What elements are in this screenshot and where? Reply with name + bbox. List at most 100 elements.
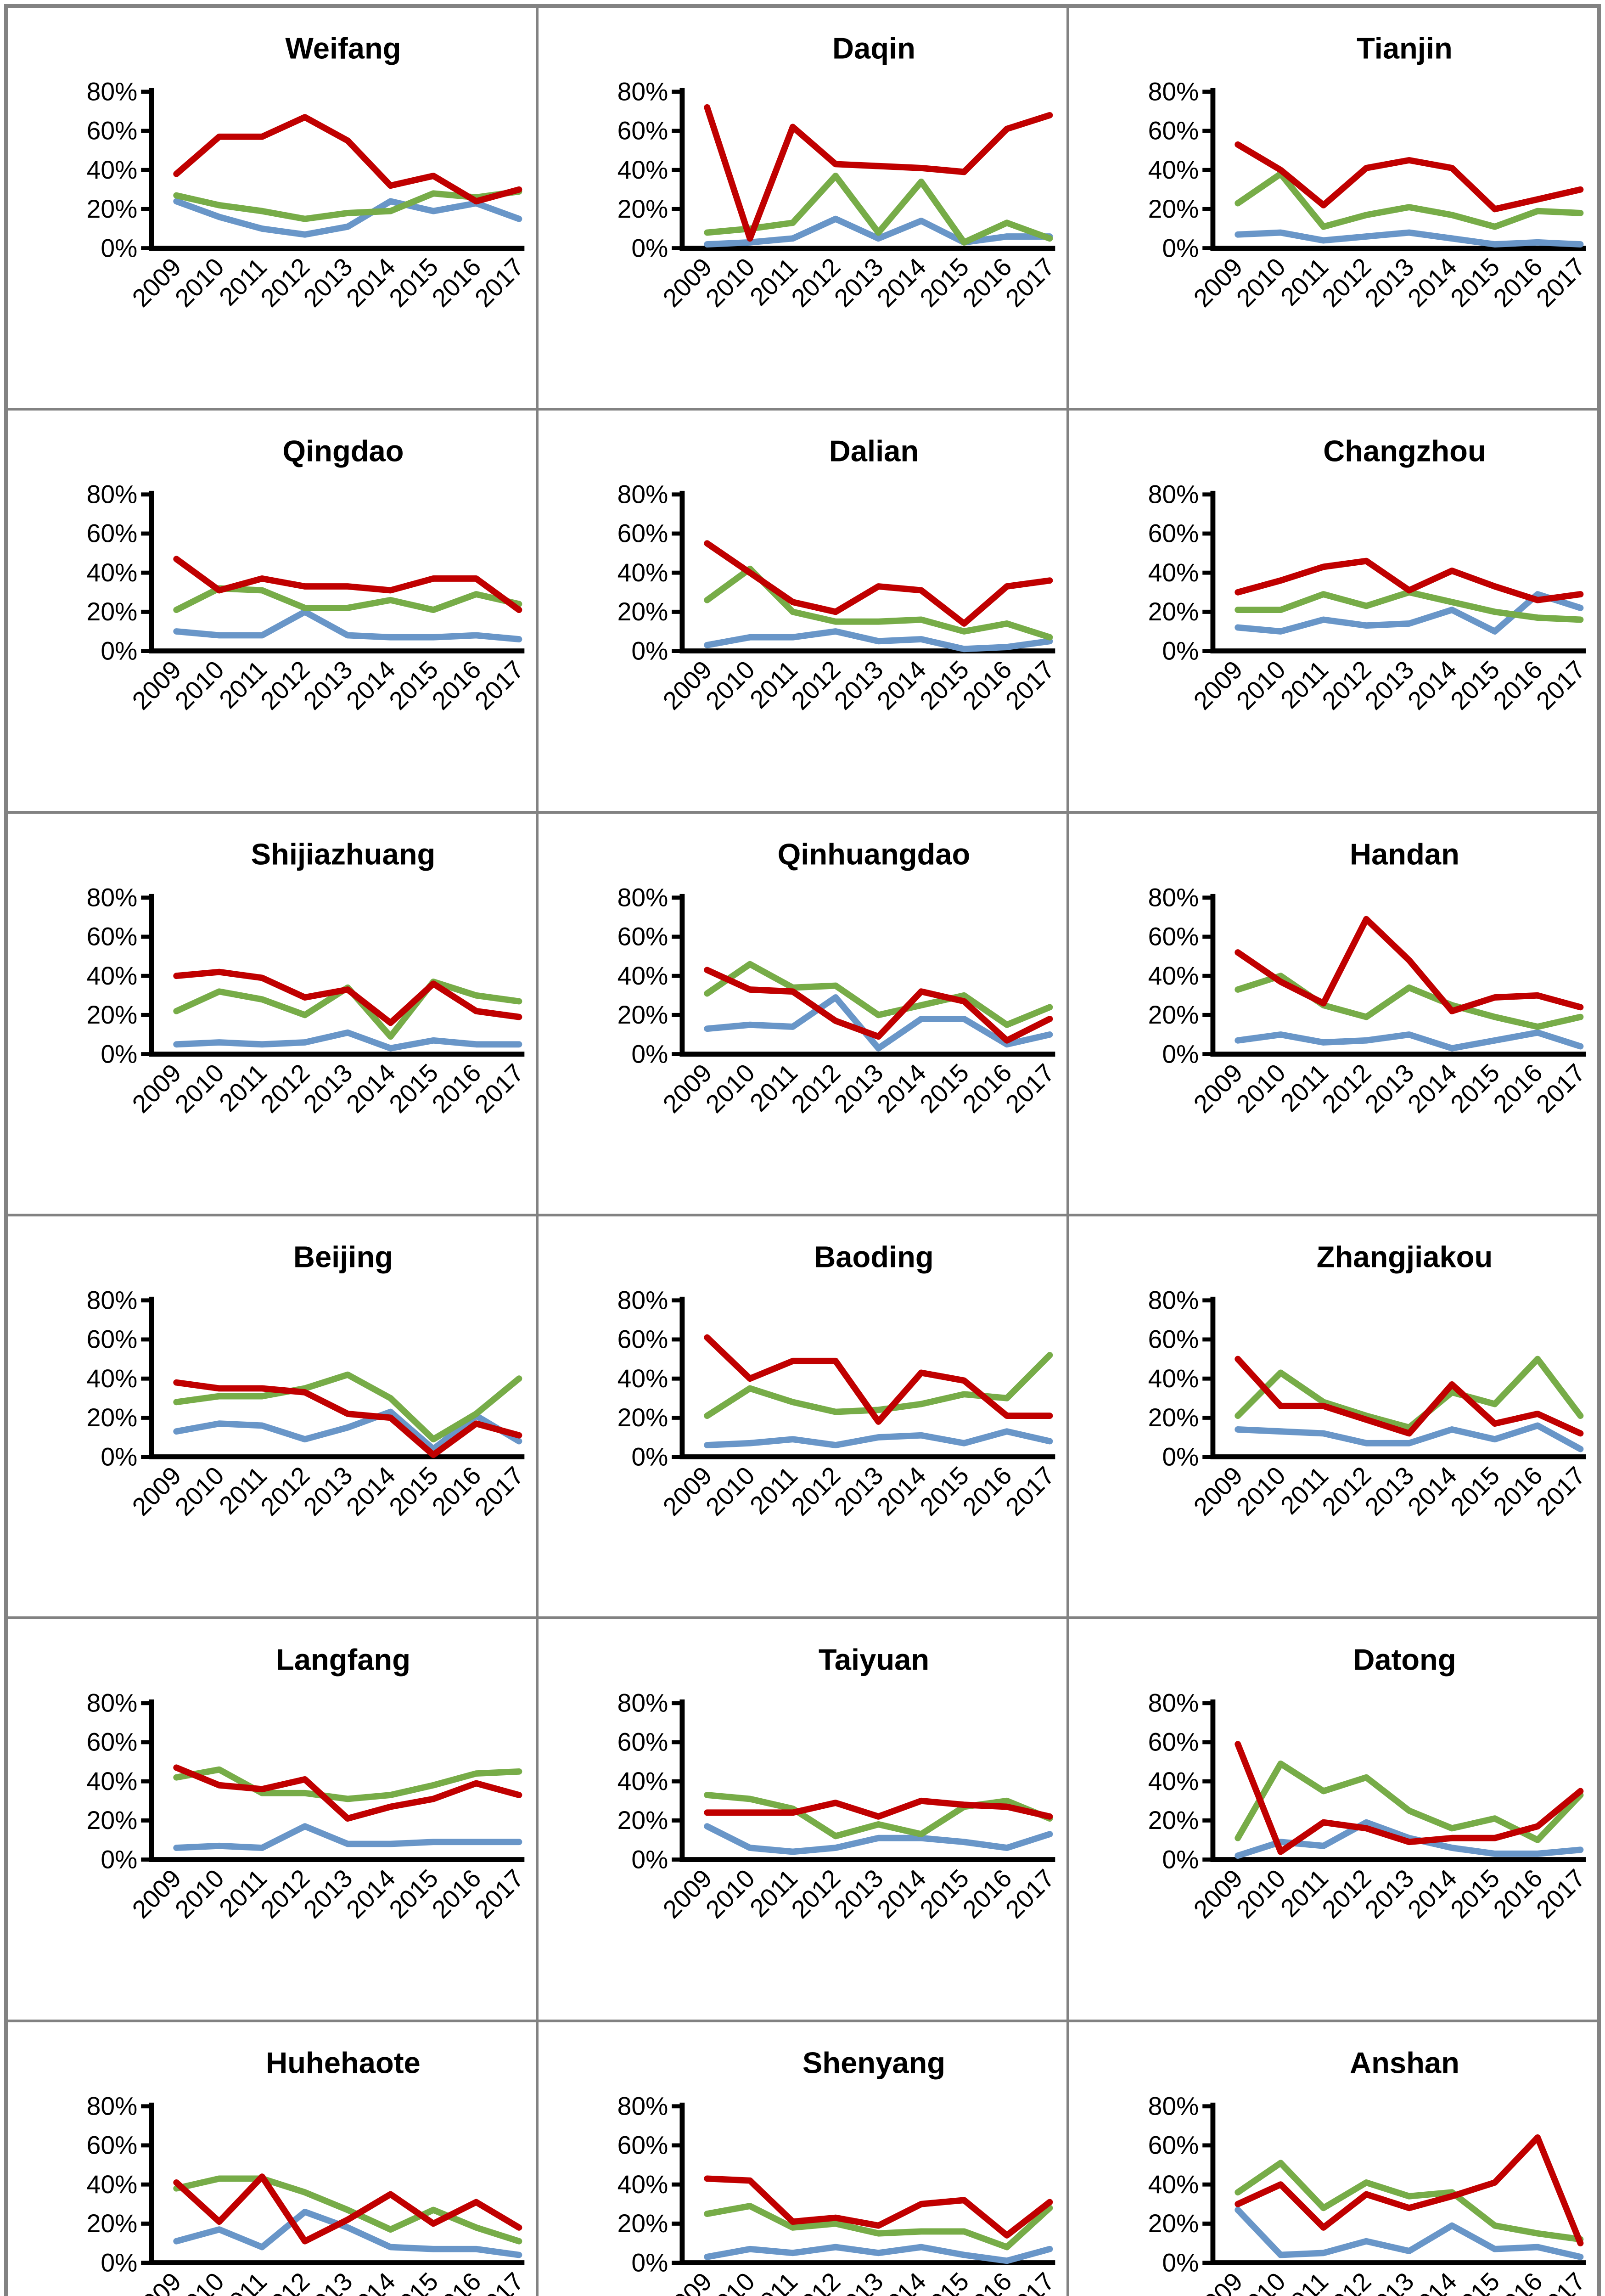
y-tick-label: 60% bbox=[1148, 117, 1199, 145]
x-tick-label: 2012 bbox=[786, 1461, 846, 1521]
series-line-red bbox=[704, 540, 1053, 627]
y-tick-label: 80% bbox=[87, 480, 138, 509]
chart-plot: Dalian0%20%40%60%80%20092010201120122013… bbox=[617, 434, 1060, 715]
y-tick-label: 40% bbox=[617, 156, 668, 184]
x-tick-label: 2017 bbox=[1531, 1058, 1591, 1118]
y-tick-label: 60% bbox=[617, 2131, 668, 2159]
y-tick-label: 0% bbox=[631, 1846, 668, 1874]
y-tick-label: 40% bbox=[617, 558, 668, 587]
x-tick-label: 2010 bbox=[169, 1461, 230, 1521]
chart-cell: Taiyuan 0% 20% 40% 60% 80% 2009 2010 2011 2012 201… bbox=[537, 1618, 1068, 2021]
x-tick-label: 2014 bbox=[871, 1461, 932, 1521]
x-tick-label: 2010 bbox=[700, 253, 760, 313]
x-tick-label: 2014 bbox=[341, 1058, 401, 1118]
y-tick-label: 80% bbox=[617, 883, 668, 912]
chart-cell: Handan 0% 20% 40% 60% 80% 2009 2010 2011 2012 2013… bbox=[1068, 812, 1599, 1215]
x-tick-label: 2014 bbox=[341, 1461, 401, 1521]
y-tick-label: 80% bbox=[617, 2092, 668, 2120]
x-tick-label: 2011 bbox=[1275, 253, 1334, 311]
y-tick-label: 0% bbox=[1162, 2248, 1199, 2277]
chart-cell: Qingdao 0% 20% 40% 60% 80% 2009 2010 2011 2012 201… bbox=[6, 409, 537, 812]
x-tick-label: 2012 bbox=[786, 1864, 846, 1924]
chart-title: Taiyuan bbox=[819, 1643, 929, 1677]
series-line-red bbox=[173, 1379, 522, 1458]
x-tick-label: 2011 bbox=[744, 1864, 803, 1923]
x-tick-label: 2016 bbox=[1488, 253, 1548, 313]
chart-plot: Daqin0%20%40%60%80%200920102011201220132… bbox=[617, 32, 1060, 313]
x-tick-label: 2010 bbox=[1231, 253, 1291, 313]
x-tick-label: 2015 bbox=[914, 253, 974, 313]
x-tick-label: 2010 bbox=[1231, 655, 1291, 715]
x-tick-label: 2010 bbox=[169, 1058, 230, 1118]
x-tick-label: 2016 bbox=[1488, 1058, 1548, 1118]
x-tick-label: 2017 bbox=[469, 1461, 529, 1521]
series-line-green bbox=[173, 2175, 522, 2245]
y-tick-label: 80% bbox=[1148, 2092, 1199, 2120]
x-tick-label: 2011 bbox=[213, 655, 272, 714]
x-tick-label: 2013 bbox=[298, 1864, 358, 1924]
series-line-red bbox=[173, 968, 522, 1026]
x-tick-label: 2012 bbox=[1317, 655, 1377, 715]
y-tick-label: 80% bbox=[1148, 1689, 1199, 1717]
y-tick-label: 40% bbox=[87, 1364, 138, 1393]
y-tick-label: 20% bbox=[1148, 597, 1199, 626]
y-tick-label: 60% bbox=[87, 922, 138, 951]
y-tick-label: 80% bbox=[1148, 1286, 1199, 1314]
y-tick-label: 60% bbox=[617, 1325, 668, 1354]
y-tick-label: 0% bbox=[101, 1442, 137, 1471]
x-tick-label: 2015 bbox=[383, 1461, 443, 1521]
chart-cell: Shijiazhuang 0% 20% 40% 60% 80% 2009 2010 2011 20… bbox=[6, 812, 537, 1215]
series-line-green bbox=[1235, 1356, 1584, 1431]
x-tick-label: 2015 bbox=[1445, 1461, 1505, 1521]
y-tick-label: 0% bbox=[101, 1040, 137, 1068]
x-tick-label: 2015 bbox=[914, 1461, 974, 1521]
chart-plot: Shijiazhuang0%20%40%60%80%20092010201120… bbox=[87, 837, 529, 1118]
x-tick-label: 2017 bbox=[1531, 253, 1591, 313]
x-tick-label: 2012 bbox=[255, 1864, 315, 1924]
x-tick-label: 2017 bbox=[469, 1864, 529, 1924]
x-tick-label: 2013 bbox=[298, 1058, 358, 1118]
chart-cell: Anshan0%20%40%60%80%20092010201120122013… bbox=[1068, 2020, 1599, 2296]
x-tick-label: 2013 bbox=[1359, 1864, 1420, 1924]
y-tick-label: 40% bbox=[1148, 1767, 1199, 1795]
series-line-green bbox=[173, 1767, 522, 1802]
y-tick-label: 60% bbox=[87, 2131, 138, 2159]
x-tick-label: 2016 bbox=[1488, 1461, 1548, 1521]
chart-plot: Qingdao0%20%40%60%80%2009201020112012201… bbox=[87, 434, 529, 715]
y-tick-label: 60% bbox=[1148, 2131, 1199, 2159]
x-tick-label: 2016 bbox=[957, 1461, 1017, 1521]
chart-cell: Dalian 0% 20% 40% 60% 80% 2009 2010 2011 2012 2013… bbox=[537, 409, 1068, 812]
x-tick-label: 2011 bbox=[213, 1058, 272, 1117]
x-tick-label: 2011 bbox=[744, 1058, 803, 1117]
x-tick-label: 2014 bbox=[871, 655, 932, 715]
y-tick-label: 20% bbox=[617, 597, 668, 626]
y-tick-label: 60% bbox=[1148, 519, 1199, 548]
x-tick-label: 2015 bbox=[914, 655, 974, 715]
chart-plot: Huhehaote0%20%40%60%80%20092010201120122… bbox=[87, 2046, 529, 2296]
y-tick-label: 0% bbox=[101, 1846, 137, 1874]
series-line-red bbox=[173, 556, 522, 613]
series-line-green bbox=[704, 961, 1053, 1028]
series-line-blue bbox=[704, 628, 1053, 653]
chart-title: Qinhuangdao bbox=[778, 837, 971, 871]
x-tick-label: 2016 bbox=[427, 1058, 487, 1118]
x-tick-label: 2011 bbox=[213, 1864, 272, 1923]
y-tick-label: 0% bbox=[1162, 1040, 1199, 1068]
chart-plot: Datong0%20%40%60%80%20092010201120122013… bbox=[1148, 1643, 1591, 1924]
chart-title: Dalian bbox=[829, 434, 919, 468]
chart-cell: Zhangjiakou 0% 20% 40% 60% 80% 2009 2010 2011 201… bbox=[1068, 1215, 1599, 1618]
y-tick-label: 20% bbox=[617, 1806, 668, 1835]
x-tick-label: 2017 bbox=[1000, 1864, 1060, 1924]
y-tick-label: 40% bbox=[617, 962, 668, 990]
y-tick-label: 20% bbox=[1148, 195, 1199, 223]
x-tick-label: 2014 bbox=[1402, 253, 1462, 313]
x-tick-label: 2017 bbox=[469, 253, 529, 313]
y-tick-label: 80% bbox=[87, 2092, 138, 2120]
x-tick-label: 2014 bbox=[871, 1864, 932, 1924]
x-tick-label: 2017 bbox=[1531, 655, 1591, 715]
series-line-red bbox=[173, 2173, 522, 2245]
series-line-green bbox=[173, 1371, 522, 1443]
y-tick-label: 20% bbox=[87, 1001, 138, 1029]
y-tick-label: 80% bbox=[1148, 883, 1199, 912]
chart-cell: Weifang 0% 20% 40% 60% 80% 2009 2010 2011 2012 201… bbox=[6, 6, 537, 410]
